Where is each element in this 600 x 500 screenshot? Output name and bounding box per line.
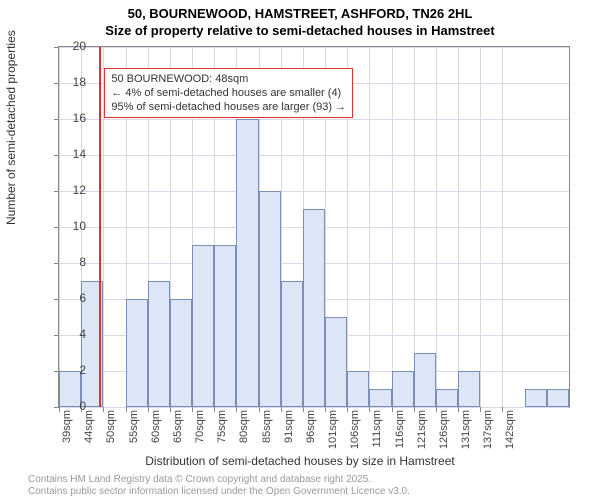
y-tick-label: 18 — [46, 75, 86, 89]
reference-line — [99, 47, 101, 407]
x-tick-label: 50sqm — [105, 410, 117, 460]
y-tick-label: 14 — [46, 147, 86, 161]
histogram-bar — [126, 299, 148, 407]
tick-mark-x — [392, 407, 393, 412]
tick-mark-x — [126, 407, 127, 412]
chart-title-1: 50, BOURNEWOOD, HAMSTREET, ASHFORD, TN26… — [0, 0, 600, 23]
annotation-box: 50 BOURNEWOOD: 48sqm ← 4% of semi-detach… — [104, 68, 353, 119]
tick-mark-x — [170, 407, 171, 412]
x-tick-label: 70sqm — [194, 410, 206, 460]
annotation-line-2: ← 4% of semi-detached houses are smaller… — [111, 86, 346, 100]
x-tick-label: 137sqm — [482, 410, 494, 460]
footer-line-2: Contains public sector information licen… — [28, 486, 410, 498]
histogram-bar — [281, 281, 303, 407]
gridline-v — [436, 47, 437, 407]
histogram-bar — [458, 371, 480, 407]
tick-mark-x — [259, 407, 260, 412]
y-tick-label: 12 — [46, 183, 86, 197]
x-tick-label: 80sqm — [238, 410, 250, 460]
x-tick-label: 91sqm — [283, 410, 295, 460]
x-tick-label: 85sqm — [261, 410, 273, 460]
tick-mark-x — [148, 407, 149, 412]
histogram-bar — [369, 389, 391, 407]
x-tick-label: 106sqm — [349, 410, 361, 460]
gridline-h — [59, 47, 569, 48]
y-tick-label: 4 — [46, 327, 86, 341]
gridline-h — [59, 119, 569, 120]
x-tick-label: 60sqm — [150, 410, 162, 460]
gridline-h — [59, 191, 569, 192]
x-tick-label: 142sqm — [504, 410, 516, 460]
histogram-bar — [325, 317, 347, 407]
x-tick-label: 65sqm — [172, 410, 184, 460]
gridline-v — [369, 47, 370, 407]
histogram-bar — [170, 299, 192, 407]
histogram-bar — [436, 389, 458, 407]
histogram-bar — [547, 389, 569, 407]
footer-line-1: Contains HM Land Registry data © Crown c… — [28, 474, 410, 486]
histogram-bar — [303, 209, 325, 407]
y-tick-label: 10 — [46, 219, 86, 233]
tick-mark-x — [325, 407, 326, 412]
annotation-line-1: 50 BOURNEWOOD: 48sqm — [111, 72, 346, 86]
x-tick-label: 111sqm — [371, 410, 383, 460]
y-axis-label: Number of semi-detached properties — [4, 30, 18, 225]
y-tick-label: 8 — [46, 255, 86, 269]
histogram-bar — [525, 389, 547, 407]
y-tick-label: 16 — [46, 111, 86, 125]
tick-mark-x — [436, 407, 437, 412]
histogram-bar — [259, 191, 281, 407]
histogram-bar — [214, 245, 236, 407]
histogram-bar — [347, 371, 369, 407]
x-tick-label: 116sqm — [394, 410, 406, 460]
histogram-bar — [414, 353, 436, 407]
tick-mark-x — [192, 407, 193, 412]
gridline-v — [392, 47, 393, 407]
chart-title-2: Size of property relative to semi-detach… — [0, 23, 600, 38]
gridline-v — [502, 47, 503, 407]
histogram-bar — [148, 281, 170, 407]
x-tick-label: 75sqm — [216, 410, 228, 460]
gridline-v — [480, 47, 481, 407]
y-tick-label: 2 — [46, 363, 86, 377]
x-tick-label: 131sqm — [460, 410, 472, 460]
chart-container: 50, BOURNEWOOD, HAMSTREET, ASHFORD, TN26… — [0, 0, 600, 500]
gridline-h — [59, 407, 569, 408]
annotation-line-3: 95% of semi-detached houses are larger (… — [111, 100, 346, 114]
x-tick-label: 55sqm — [128, 410, 140, 460]
tick-mark-x — [414, 407, 415, 412]
gridline-h — [59, 155, 569, 156]
tick-mark-x — [458, 407, 459, 412]
x-tick-label: 44sqm — [83, 410, 95, 460]
x-tick-label: 96sqm — [305, 410, 317, 460]
footer-text: Contains HM Land Registry data © Crown c… — [28, 474, 410, 498]
tick-mark-x — [281, 407, 282, 412]
gridline-v — [458, 47, 459, 407]
histogram-bar — [392, 371, 414, 407]
x-tick-label: 39sqm — [61, 410, 73, 460]
histogram-bar — [192, 245, 214, 407]
histogram-bar — [236, 119, 258, 407]
y-tick-label: 20 — [46, 39, 86, 53]
x-tick-label: 101sqm — [327, 410, 339, 460]
y-tick-label: 6 — [46, 291, 86, 305]
x-tick-label: 126sqm — [438, 410, 450, 460]
x-tick-label: 121sqm — [416, 410, 428, 460]
tick-mark-x — [303, 407, 304, 412]
